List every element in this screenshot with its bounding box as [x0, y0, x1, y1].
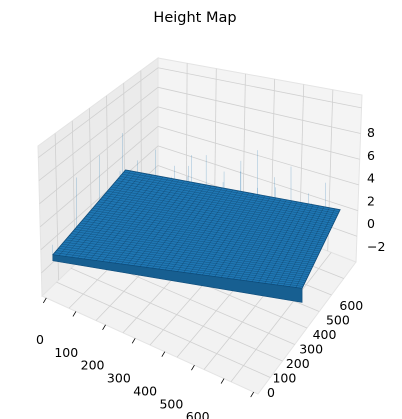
surface-mesh-line [289, 207, 330, 287]
z-gridline-back [157, 126, 359, 186]
x-tick-label: 500 [159, 396, 183, 411]
x-tick-label: 200 [81, 358, 105, 373]
surface-mesh-line [116, 180, 336, 220]
surface-mesh-line [118, 178, 337, 218]
z-tick-label: 0 [367, 216, 375, 231]
z-tick-label: −2 [367, 239, 385, 254]
surface-mesh-line [107, 190, 331, 230]
y-tick-label: 500 [326, 313, 350, 328]
x-tick-label: 100 [54, 345, 78, 360]
z-gridline-left [38, 67, 159, 158]
z-gridline-back [157, 67, 362, 109]
y-tick-label: 0 [267, 385, 275, 400]
surface-mesh-line [105, 193, 330, 232]
x-tick-mark [131, 338, 136, 344]
surface-mesh-line [239, 199, 287, 281]
surface-mesh-line [121, 173, 339, 214]
floor-gridline [230, 252, 332, 382]
z-tick-label: 8 [367, 125, 375, 140]
surface-mesh-line [112, 184, 334, 224]
x-tick-mark [191, 364, 195, 371]
height-surface [52, 133, 341, 303]
x-tick-mark [250, 391, 255, 398]
surface-mesh-line [295, 208, 335, 288]
surface-mesh-line [189, 191, 244, 274]
z-tick-label: 6 [367, 148, 375, 163]
surface-mesh-line [283, 206, 325, 286]
x-tick-label: 0 [36, 332, 44, 347]
y-tick-label: 200 [286, 356, 310, 371]
back-pane-gridline [214, 68, 217, 208]
z-gridline-left [39, 106, 159, 205]
surface-mesh-line [96, 203, 325, 242]
surface-mesh-line [120, 176, 338, 216]
surface-mesh-line [114, 182, 335, 222]
x-tick-label: 300 [107, 371, 131, 386]
x-tick-mark [161, 351, 166, 357]
y-tick-label: 600 [339, 298, 363, 313]
z-gridline-back [157, 106, 360, 160]
surface-side [52, 254, 303, 303]
z-gridline-back [157, 86, 361, 134]
surface-mesh-line [103, 195, 329, 234]
surface-mesh-line [277, 205, 319, 286]
surface-mesh-line [245, 200, 293, 281]
surface-mesh-line [183, 190, 239, 273]
x-tick-mark [220, 378, 225, 384]
x-tick-mark [42, 297, 47, 304]
surface-mesh-line [264, 203, 309, 284]
surface-mesh-line [98, 201, 326, 240]
surface-mesh-line [202, 193, 255, 276]
surface-mesh-line [109, 188, 332, 228]
surface-mesh-line [196, 192, 250, 275]
surface-mesh-line [110, 186, 333, 226]
z-gridline-left [39, 126, 159, 228]
back-pane-gridline [185, 63, 188, 197]
x-tick-mark [102, 324, 106, 331]
x-tick-label: 600 [186, 409, 210, 419]
surface-mesh-line [258, 202, 303, 283]
z-tick-label: 4 [367, 171, 375, 186]
y-tick-label: 100 [272, 371, 296, 386]
surface-mesh-line [101, 197, 328, 236]
surface-mesh-line [252, 201, 298, 282]
z-gridline-left [38, 86, 159, 181]
z-tick-label: 2 [367, 193, 375, 208]
x-tick-label: 400 [133, 383, 157, 398]
surface-mesh-line [92, 207, 324, 246]
axis-ticks: 0100200300400500600700010020030040050060… [36, 125, 385, 419]
x-tick-mark [72, 311, 77, 317]
surface-mesh-line [220, 196, 271, 278]
surface-mesh-line [94, 205, 325, 244]
surface-mesh-line [100, 199, 327, 238]
surface-mesh-line [270, 204, 314, 285]
y-tick-label: 400 [313, 327, 337, 342]
chart-title: Height Map [153, 10, 236, 26]
surface-mesh-line [233, 198, 282, 280]
y-tick-label: 300 [299, 342, 323, 357]
surface-mesh-line [123, 171, 340, 212]
surface-mesh-line [227, 197, 276, 279]
surface-mesh-line [214, 195, 266, 277]
surface-mesh-line [177, 189, 233, 272]
surface-mesh-line [90, 210, 323, 248]
surface-mesh-line [208, 194, 260, 276]
